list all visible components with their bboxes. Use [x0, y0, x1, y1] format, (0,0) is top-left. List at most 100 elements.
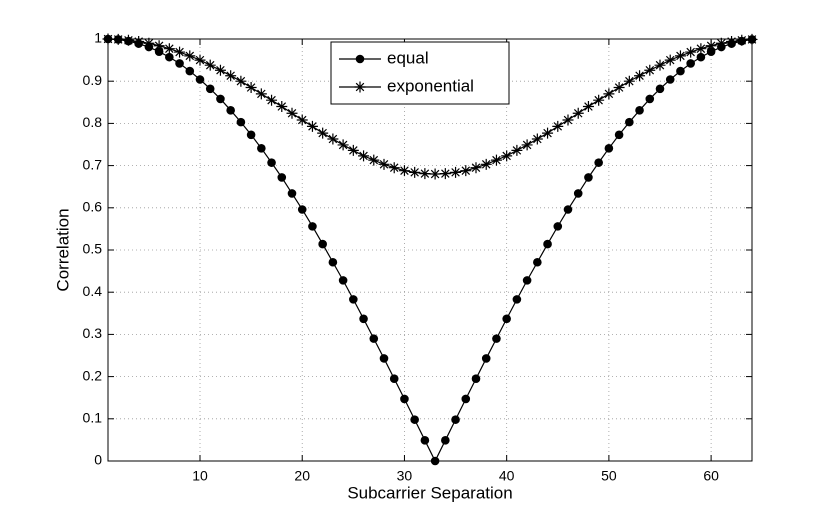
- data-point: [460, 165, 472, 177]
- y-tick-label: 0.6: [83, 199, 103, 215]
- data-point: [185, 66, 195, 76]
- x-tick-label: 20: [294, 468, 310, 484]
- y-tick-label: 0.8: [83, 114, 103, 130]
- data-point: [512, 295, 522, 304]
- data-point: [327, 133, 339, 145]
- data-point: [563, 205, 573, 214]
- data-point: [165, 52, 174, 62]
- data-point: [398, 165, 410, 177]
- data-point: [441, 436, 450, 445]
- data-point: [420, 436, 430, 445]
- y-tick-label: 0.3: [83, 325, 103, 341]
- x-tick-label: 60: [703, 468, 719, 484]
- data-point: [225, 70, 237, 82]
- data-point: [614, 130, 624, 140]
- data-point: [542, 127, 554, 139]
- legend-marker: [355, 54, 365, 64]
- data-point: [410, 415, 419, 424]
- data-point: [143, 37, 155, 49]
- data-point: [347, 144, 359, 156]
- data-point: [604, 143, 614, 153]
- data-point: [246, 130, 256, 140]
- data-point: [204, 59, 216, 71]
- data-point: [419, 168, 431, 180]
- data-point: [276, 101, 288, 113]
- data-point: [174, 46, 186, 58]
- data-point: [389, 374, 399, 384]
- x-tick-label: 40: [499, 468, 515, 484]
- data-point: [635, 106, 644, 115]
- x-tick-label: 10: [192, 468, 208, 484]
- data-point: [522, 276, 532, 285]
- data-point: [205, 84, 215, 94]
- data-point: [369, 334, 379, 343]
- data-point: [553, 222, 563, 231]
- data-point: [277, 173, 287, 182]
- data-point: [664, 54, 676, 66]
- data-point: [572, 107, 584, 119]
- data-point: [409, 166, 421, 178]
- data-point: [358, 150, 370, 162]
- data-point: [676, 66, 685, 76]
- y-tick-label: 0.9: [83, 72, 103, 88]
- data-point: [502, 314, 511, 324]
- data-point: [306, 120, 318, 132]
- data-point: [685, 46, 697, 58]
- data-point: [470, 162, 482, 174]
- data-point: [644, 64, 656, 76]
- data-point: [543, 239, 552, 249]
- y-tick-label: 0.7: [83, 156, 103, 172]
- legend-label: equal: [387, 48, 429, 67]
- data-point: [226, 106, 235, 115]
- data-point: [521, 139, 533, 151]
- data-point: [154, 47, 164, 56]
- data-point: [153, 40, 165, 52]
- data-point: [696, 52, 706, 62]
- data-point: [429, 168, 441, 180]
- x-axis-label: Subcarrier Separation: [347, 483, 512, 502]
- data-point: [481, 354, 491, 363]
- data-point: [338, 276, 348, 285]
- data-point: [471, 374, 481, 384]
- y-tick-label: 1: [94, 30, 102, 46]
- data-point: [480, 158, 492, 170]
- data-point: [490, 154, 502, 166]
- data-point: [245, 82, 257, 94]
- data-point: [235, 75, 247, 87]
- data-point: [695, 43, 707, 55]
- data-point: [378, 158, 390, 170]
- y-tick-label: 0.1: [83, 410, 103, 426]
- data-point: [623, 75, 635, 87]
- data-point: [439, 168, 451, 180]
- data-point: [195, 75, 205, 84]
- x-tick-label: 30: [397, 468, 413, 484]
- data-point: [594, 158, 603, 167]
- data-point: [603, 88, 615, 100]
- data-point: [705, 40, 717, 52]
- data-point: [461, 394, 471, 404]
- data-point: [533, 257, 542, 267]
- data-point: [715, 37, 727, 49]
- data-point: [430, 456, 440, 466]
- data-point: [531, 133, 543, 145]
- data-point: [175, 59, 184, 68]
- data-point: [379, 354, 389, 363]
- data-point: [552, 120, 564, 132]
- data-point: [368, 154, 380, 166]
- data-point: [655, 84, 665, 94]
- y-tick-label: 0: [94, 452, 102, 468]
- data-point: [184, 50, 196, 62]
- data-point: [582, 101, 594, 113]
- series-line: [107, 38, 753, 463]
- y-axis-label: Correlation: [53, 208, 72, 291]
- y-tick-label: 0.2: [83, 367, 103, 383]
- data-point: [163, 43, 175, 55]
- data-point: [501, 150, 513, 162]
- data-point: [216, 94, 225, 104]
- data-point: [317, 127, 329, 139]
- data-point: [133, 36, 145, 48]
- data-point: [451, 415, 460, 424]
- y-tick-label: 0.4: [83, 283, 103, 299]
- data-point: [573, 189, 583, 198]
